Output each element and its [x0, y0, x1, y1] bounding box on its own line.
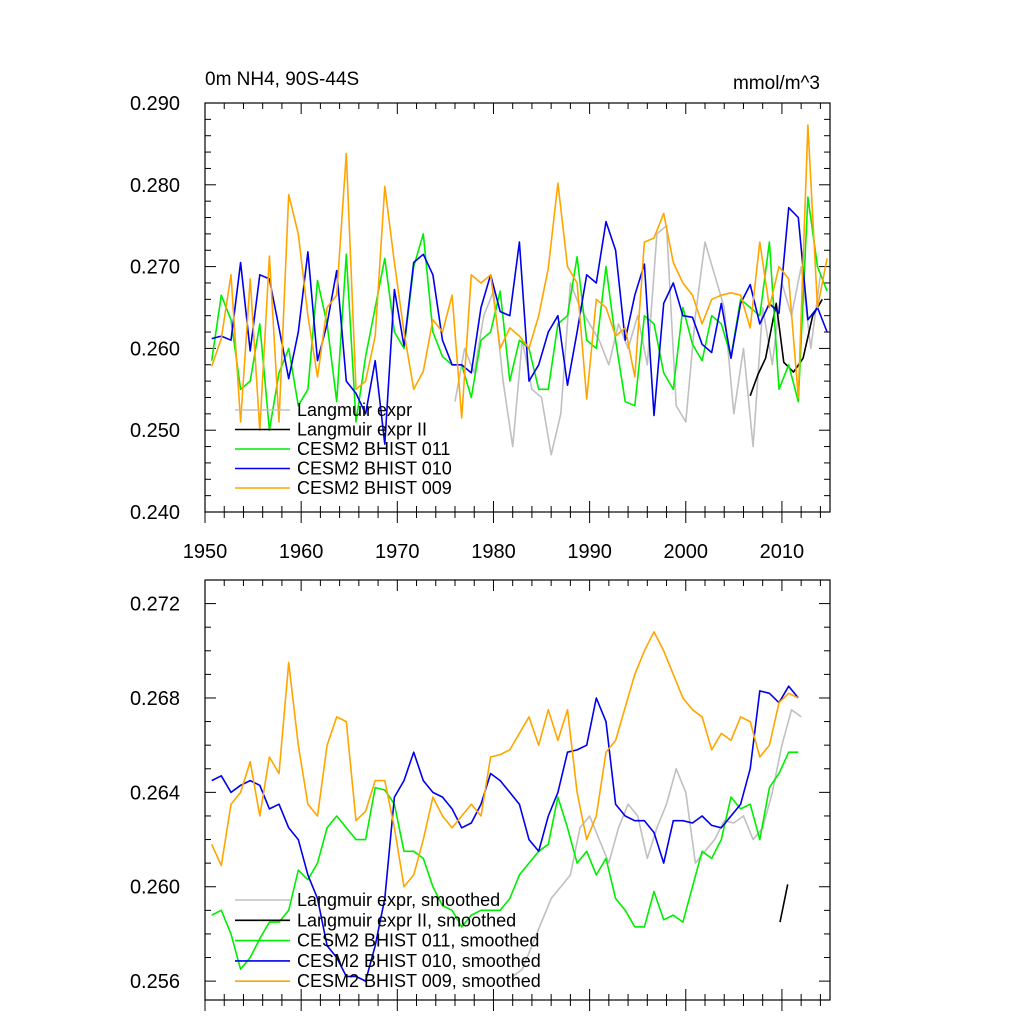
- bottom-series-group: [210, 631, 802, 982]
- top-series-line-4: [211, 206, 828, 445]
- top-series-group: [210, 124, 828, 456]
- top-y-tick-label: 0.270: [130, 257, 180, 279]
- bottom-y-tick-label: 0.272: [130, 594, 180, 616]
- top-x-tick-label: 1990: [567, 541, 612, 563]
- legend-label: Langmuir expr: [297, 400, 412, 420]
- legend-label: Langmuir expr II, smoothed: [297, 910, 516, 930]
- legend-label: CESM2 BHIST 011: [297, 439, 450, 459]
- legend-label: CESM2 BHIST 009: [297, 478, 452, 498]
- legend-label: CESM2 BHIST 011, smoothed: [297, 931, 539, 951]
- top-x-tick-label: 1970: [375, 541, 420, 563]
- top-series-line-2: [749, 298, 823, 397]
- legend-label: Langmuir expr II: [297, 420, 427, 440]
- legend-label: CESM2 BHIST 010: [297, 459, 452, 479]
- top-series-line-1: [454, 224, 822, 456]
- legend-label: CESM2 BHIST 009, smoothed: [297, 971, 541, 991]
- top-y-tick-label: 0.260: [130, 338, 180, 360]
- top-y-tick-label: 0.280: [130, 175, 180, 197]
- chart-title: 0m NH4, 90S-44S: [205, 69, 359, 90]
- bottom-series-line-1: [512, 708, 802, 978]
- bottom-panel: 0.256 0.260 0.264 0.268 0.272 Langmuir expr, …: [130, 579, 831, 1011]
- top-y-tick-label: 0.290: [130, 93, 180, 115]
- top-x-tick-label: 2000: [664, 541, 709, 563]
- top-x-tick-label: 1950: [183, 541, 228, 563]
- units-label: mmol/m^3: [733, 73, 820, 94]
- top-x-tick-label: 1980: [471, 541, 516, 563]
- bottom-y-tick-label: 0.268: [130, 688, 180, 710]
- top-plot-frame: [204, 102, 831, 513]
- bottom-y-tick-label: 0.256: [130, 971, 180, 993]
- top-panel: 0.240 0.250 0.260 0.270 0.280 0.290 1950 1960 19…: [130, 69, 831, 563]
- bottom-series-line-2: [779, 884, 789, 923]
- top-x-tick-label: 2010: [760, 541, 805, 563]
- legend-label: Langmuir expr, smoothed: [297, 890, 500, 910]
- bottom-series-line-5: [210, 631, 799, 888]
- bottom-series-line-4: [211, 685, 799, 982]
- bottom-y-tick-label: 0.260: [130, 877, 180, 899]
- top-series-line-5: [210, 124, 828, 432]
- legend-label: CESM2 BHIST 010, smoothed: [297, 951, 541, 971]
- top-y-tick-label: 0.240: [130, 502, 180, 524]
- bottom-y-tick-label: 0.264: [130, 782, 180, 804]
- top-y-tick-label: 0.250: [130, 420, 180, 442]
- top-x-tick-label: 1960: [279, 541, 324, 563]
- bottom-plot-frame: [204, 579, 831, 1001]
